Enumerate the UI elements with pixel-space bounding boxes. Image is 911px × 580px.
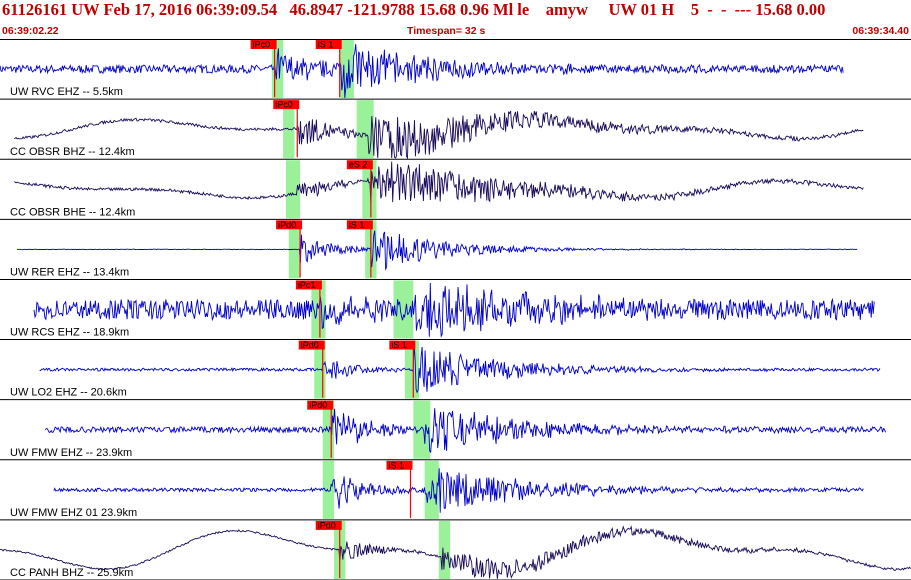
end-time: 06:39:34.40 (852, 25, 909, 37)
pick-label-box (295, 280, 322, 290)
pick-label: iPd0 (278, 220, 296, 230)
pick-label-box (346, 220, 373, 230)
waveform-trace (13, 110, 864, 160)
station-label: UW FMW EHZ 01 23.9km (10, 507, 137, 519)
header: 61126161 UW Feb 17, 2016 06:39:09.54 46.… (0, 0, 911, 24)
pick-label: iPc0 (275, 100, 293, 110)
pick-label-box (315, 520, 342, 530)
waveform-trace (14, 161, 864, 204)
pick-label-box (346, 160, 373, 170)
pick-label-box (307, 400, 334, 410)
pick-label: iPd0 (301, 340, 319, 350)
pick-label-box (273, 100, 300, 110)
pick-label-box (389, 340, 416, 350)
start-time: 06:39:02.22 (2, 25, 59, 37)
pick-window (438, 520, 451, 579)
pick-label: iPd0 (318, 520, 336, 530)
waveform-trace (16, 230, 858, 271)
timespan-label: Timespan= 32 s (407, 25, 486, 37)
station-label: UW FMW EHZ -- 23.9km (10, 447, 132, 459)
station-label: CC OBSR BHZ -- 12.4km (10, 146, 135, 158)
pick-label: iPc1 (298, 280, 316, 290)
pick-window (362, 160, 377, 219)
event-title: 61126161 UW Feb 17, 2016 06:39:09.54 46.… (2, 0, 826, 19)
pick-label-box (276, 220, 303, 230)
station-label: CC OBSR BHE -- 12.4km (10, 206, 135, 218)
pick-label: iS 1 (349, 220, 365, 230)
station-label: UW RVC EHZ -- 5.5km (10, 86, 123, 98)
station-label: CC PANH BHZ -- 25.9km (10, 567, 133, 579)
pick-window (271, 40, 284, 99)
pick-window (404, 340, 419, 399)
pick-window (413, 400, 431, 459)
waveform-trace (39, 344, 881, 394)
pick-window (322, 460, 335, 519)
pick-label: iPc0 (253, 40, 271, 50)
pick-label: iS 1 (318, 40, 334, 50)
waveform-trace (33, 282, 875, 338)
pick-label-box (250, 40, 277, 49)
station-label: UW RCS EHZ -- 18.9km (10, 327, 129, 339)
pick-label: iS 1 (388, 460, 404, 470)
pick-label-box (315, 40, 342, 49)
pick-label-box (386, 460, 413, 470)
pick-window (356, 100, 374, 159)
waveform-trace (0, 44, 844, 98)
waveform-trace (44, 408, 886, 454)
pick-label-box (298, 340, 325, 350)
seismogram-plot[interactable]: iPc0 iS 1 UW RVC EHZ -- 5.5km iPc0 CC OBSR B… (0, 39, 911, 580)
waveform-trace (0, 525, 911, 579)
pick-label: eS 2 (349, 160, 368, 170)
waveform-trace (53, 468, 864, 513)
pick-label: iPd0 (309, 400, 327, 410)
station-label: UW RER EHZ -- 13.4km (10, 266, 129, 278)
pick-window (322, 400, 335, 459)
time-bar: 06:39:02.22 Timespan= 32 s 06:39:34.40 (0, 24, 911, 39)
station-label: UW LO2 EHZ -- 20.6km (10, 387, 127, 399)
pick-window (393, 280, 414, 339)
pick-label: iS 1 (391, 340, 407, 350)
pick-window (285, 160, 301, 219)
